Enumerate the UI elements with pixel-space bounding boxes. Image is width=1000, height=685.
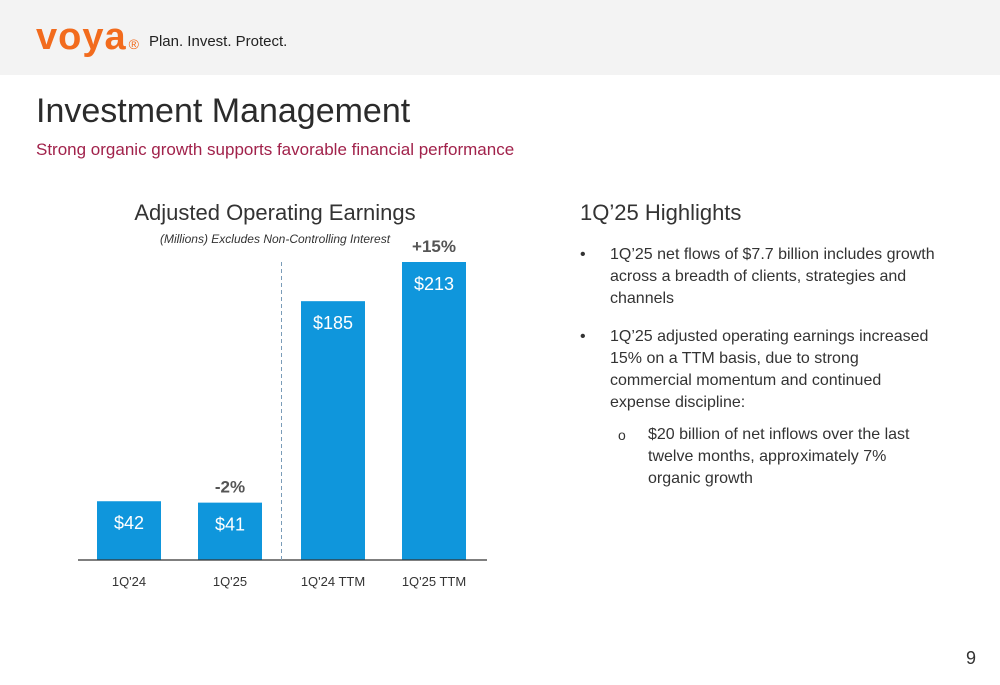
bar-value-label: $41 bbox=[215, 515, 245, 535]
bar-value-label: $42 bbox=[114, 513, 144, 533]
page-subtitle: Strong organic growth supports favorable… bbox=[36, 140, 515, 159]
highlights-list: • 1Q’25 net flows of $7.7 billion includ… bbox=[580, 244, 940, 490]
logo-registered-mark: ® bbox=[128, 36, 139, 52]
highlight-sub-bullet: o $20 billion of net inflows over the la… bbox=[580, 424, 940, 490]
x-tick-label: 1Q'24 TTM bbox=[301, 574, 365, 589]
chart-subtitle: (Millions) Excludes Non-Controlling Inte… bbox=[159, 232, 391, 246]
highlight-text: 1Q’25 net flows of $7.7 billion includes… bbox=[610, 246, 935, 307]
sub-bullet-marker: o bbox=[618, 427, 626, 443]
bar-value-label: $213 bbox=[414, 274, 454, 294]
change-label: -2% bbox=[215, 478, 245, 497]
bullet-marker: • bbox=[580, 328, 586, 345]
highlights-title: 1Q’25 Highlights bbox=[580, 200, 742, 225]
logo-wordmark: voya bbox=[36, 16, 127, 58]
bullet-marker: • bbox=[580, 246, 586, 263]
header-band: voya ® Plan. Invest. Protect. bbox=[0, 0, 1000, 75]
highlight-bullet: • 1Q’25 adjusted operating earnings incr… bbox=[580, 326, 940, 414]
bar bbox=[198, 502, 262, 560]
x-tick-label: 1Q'25 bbox=[213, 574, 247, 589]
tagline: Plan. Invest. Protect. bbox=[148, 33, 288, 50]
voya-logo[interactable]: voya ® Plan. Invest. Protect. bbox=[36, 14, 287, 60]
page-title: Investment Management bbox=[36, 92, 411, 130]
x-tick-label: 1Q'25 TTM bbox=[402, 574, 466, 589]
bar bbox=[402, 262, 466, 560]
bar-value-label: $185 bbox=[313, 313, 353, 333]
bar bbox=[301, 301, 365, 560]
highlight-text: 1Q’25 adjusted operating earnings increa… bbox=[610, 328, 929, 411]
page-number: 9 bbox=[966, 648, 977, 668]
x-tick-label: 1Q'24 bbox=[112, 574, 146, 589]
highlight-bullet: • 1Q’25 net flows of $7.7 billion includ… bbox=[580, 244, 940, 310]
highlight-sub-text: $20 billion of net inflows over the last… bbox=[648, 426, 910, 487]
bar bbox=[97, 501, 161, 560]
chart-title: Adjusted Operating Earnings bbox=[134, 200, 416, 225]
change-label: +15% bbox=[412, 237, 456, 256]
